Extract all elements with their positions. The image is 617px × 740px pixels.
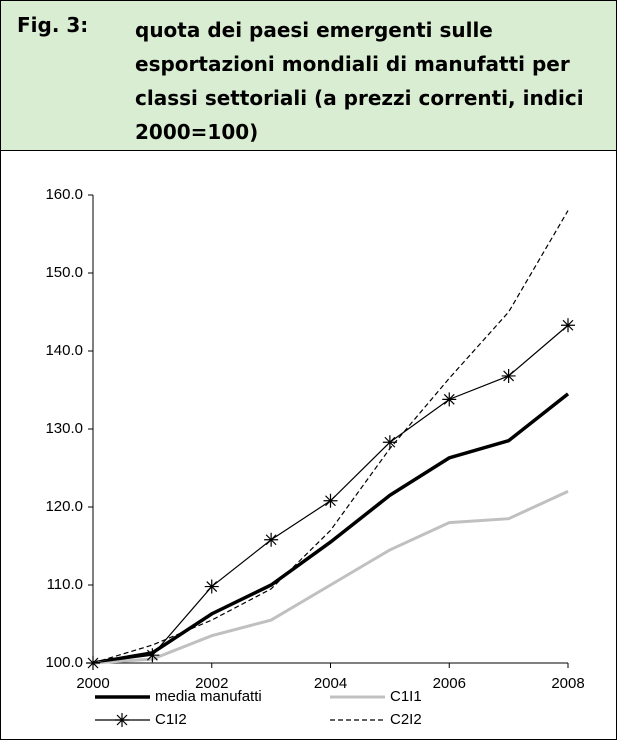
series-line [92, 210, 569, 664]
y-tick-label: 160.0 [45, 186, 83, 203]
x-tick-label: 2008 [551, 675, 584, 692]
x-tick-label: 2000 [76, 675, 109, 692]
marker [204, 579, 219, 594]
marker [323, 493, 338, 508]
x-tick-label: 2002 [195, 675, 228, 692]
marker [561, 318, 575, 333]
marker [501, 368, 516, 383]
series-line [92, 392, 570, 665]
marker [382, 435, 397, 450]
y-tick-label: 150.0 [45, 264, 83, 281]
chart-title: quota dei paesi emergenti sulle esportaz… [135, 18, 584, 144]
marker [145, 648, 160, 663]
legend-label: media manufatti [155, 688, 262, 705]
legend-label: C1I1 [390, 688, 422, 705]
series-line [92, 490, 569, 665]
legend-label: C2I2 [390, 711, 422, 728]
y-tick-label: 100.0 [45, 654, 83, 671]
figure-label: Fig. 3: [17, 13, 89, 37]
header: Fig. 3: quota dei paesi emergenti sulle … [0, 0, 617, 151]
x-tick-label: 2004 [314, 675, 347, 692]
marker [442, 392, 457, 407]
y-tick-label: 140.0 [45, 342, 83, 359]
legend-marker [115, 713, 129, 727]
y-tick-label: 110.0 [47, 576, 83, 593]
marker [264, 532, 279, 547]
x-tick-label: 2006 [433, 675, 466, 692]
legend-label: C1I2 [155, 711, 187, 728]
y-tick-label: 130.0 [45, 420, 83, 437]
y-tick-label: 120.0 [45, 498, 83, 515]
